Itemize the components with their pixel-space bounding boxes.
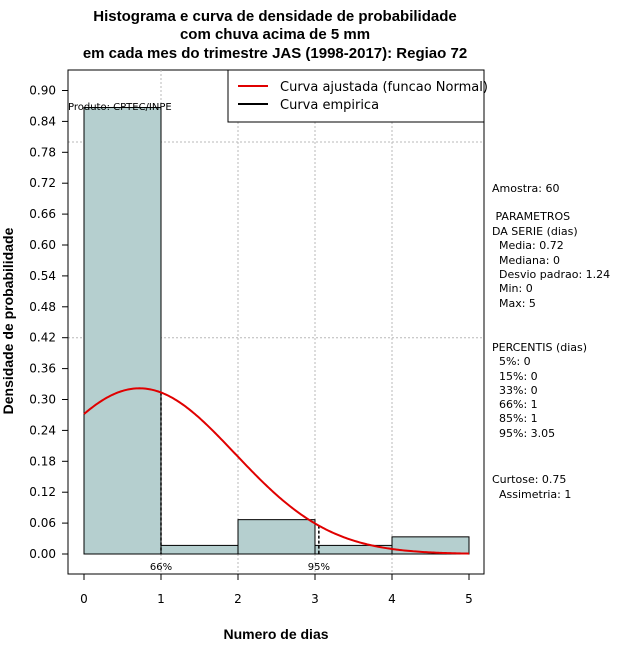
y-tick-label-9: 0.54 (29, 269, 56, 283)
legend-label-normal: Curva ajustada (funcao Normal) (280, 80, 488, 95)
chart-title-line-2: com chuva acima de 5 mm (180, 26, 370, 43)
histogram-bar-4 (391, 536, 470, 555)
y-tick-label-2: 0.12 (29, 485, 56, 499)
stats-line-11: 33%: 0 (492, 384, 538, 397)
histogram-bar-1 (160, 544, 239, 555)
normal-curve-group (83, 387, 470, 555)
percentile-marker-label-0: 66% (150, 562, 172, 573)
histogram-bar-0 (83, 106, 162, 555)
histogram-bars (83, 106, 470, 555)
stats-line-0: Amostra: 60 (492, 182, 559, 195)
x-tick-label-0: 0 (80, 592, 88, 606)
stats-line-13: 85%: 1 (492, 412, 538, 425)
x-tick-label-4: 4 (388, 592, 396, 606)
legend-label-empirical: Curva empirica (280, 98, 379, 113)
percentile-marker-label-1: 95% (308, 562, 330, 573)
stats-line-4: Mediana: 0 (492, 254, 560, 267)
x-axis-label: Numero de dias (223, 626, 328, 642)
y-tick-label-10: 0.60 (29, 238, 56, 252)
y-tick-label-12: 0.72 (29, 176, 56, 190)
normal-curve (83, 387, 470, 555)
y-tick-label-4: 0.24 (29, 423, 56, 437)
stats-line-15: Curtose: 0.75 (492, 473, 566, 486)
y-axis-label: Densidade de probabilidade (0, 227, 16, 414)
y-tick-label-15: 0.90 (29, 84, 56, 98)
y-tick-label-7: 0.42 (29, 331, 56, 345)
y-tick-label-3: 0.18 (29, 454, 56, 468)
stats-line-1: PARAMETROS (492, 210, 570, 223)
stats-line-12: 66%: 1 (492, 398, 538, 411)
x-tick-label-2: 2 (234, 592, 242, 606)
chart-title-line-1: Histograma e curva de densidade de proba… (93, 8, 456, 25)
y-tick-label-11: 0.66 (29, 207, 56, 221)
y-tick-label-5: 0.30 (29, 393, 56, 407)
x-tick-label-3: 3 (311, 592, 319, 606)
stats-line-16: Assimetria: 1 (492, 488, 571, 501)
product-label: Produto: CPTEC/INPE (68, 102, 172, 113)
y-tick-label-6: 0.36 (29, 362, 56, 376)
stats-line-6: Min: 0 (492, 282, 533, 295)
stats-line-3: Media: 0.72 (492, 239, 564, 252)
stats-line-14: 95%: 3.05 (492, 427, 555, 440)
stats-line-10: 15%: 0 (492, 370, 538, 383)
chart-title-line-3: em cada mes do trimestre JAS (1998-2017)… (83, 45, 467, 62)
y-tick-label-8: 0.48 (29, 300, 56, 314)
stats-line-7: Max: 5 (492, 297, 536, 310)
stats-panel: Amostra: 60 PARAMETROS DA SERIE (dias) Me… (492, 182, 610, 501)
y-tick-label-13: 0.78 (29, 145, 56, 159)
x-axis: 0 1 2 3 4 5 (80, 573, 473, 606)
stats-line-9: 5%: 0 (492, 355, 531, 368)
histogram-bar-2 (237, 519, 316, 555)
legend: Curva ajustada (funcao Normal) Curva emp… (227, 69, 488, 123)
y-axis: 0.00 0.06 0.12 0.18 0.24 0.30 0.36 0.42 0.48 0.54… (29, 84, 69, 561)
stats-line-8: PERCENTIS (dias) (492, 341, 587, 354)
y-tick-label-14: 0.84 (29, 114, 56, 128)
y-tick-label-0: 0.00 (29, 547, 56, 561)
legend-box (227, 69, 485, 123)
x-tick-label-5: 5 (465, 592, 473, 606)
percentile-markers: 66% 95% (150, 392, 330, 573)
y-tick-label-1: 0.06 (29, 516, 56, 530)
stats-line-5: Desvio padrao: 1.24 (492, 268, 610, 281)
stats-line-2: DA SERIE (dias) (492, 225, 578, 238)
x-tick-label-1: 1 (157, 592, 165, 606)
